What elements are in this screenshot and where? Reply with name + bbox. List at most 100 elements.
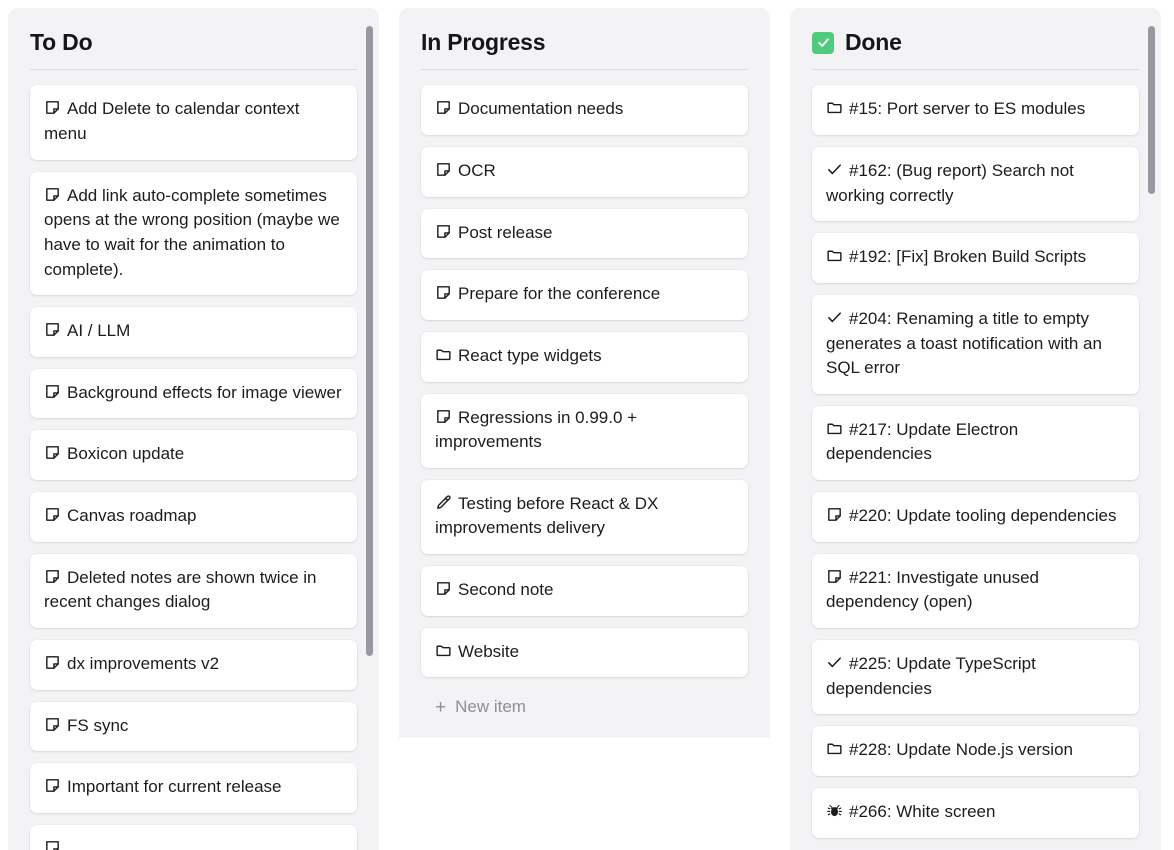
card[interactable]: AI / LLM — [30, 307, 357, 357]
card-title: Boxicon update — [67, 444, 185, 464]
note-icon — [44, 777, 61, 794]
card-title: #228: Update Node.js version — [849, 740, 1073, 760]
card[interactable]: Background effects for image viewer — [30, 368, 357, 419]
card-title: #220: Update tooling dependencies — [849, 506, 1117, 526]
card[interactable]: Documentation needs — [421, 85, 748, 135]
column-todo: To Do Add Delete to calendar context menu… — [8, 8, 379, 850]
note-icon — [435, 408, 452, 425]
card-title: #221: Investigate unused dependency (ope… — [826, 567, 1039, 612]
card-title: Important for current release — [67, 777, 282, 797]
card[interactable]: #15: Port server to ES modules — [812, 85, 1139, 135]
card[interactable]: #228: Update Node.js version — [812, 726, 1139, 776]
card-title: dx improvements v2 — [67, 653, 220, 673]
card-title: Deleted notes are shown twice in recent … — [44, 567, 317, 612]
card-title: #15: Port server to ES modules — [849, 99, 1086, 119]
card-list-todo: Add Delete to calendar context menu Add l… — [8, 70, 379, 850]
card-title: Website — [458, 641, 520, 661]
card[interactable]: React type widgets — [421, 331, 748, 382]
note-icon — [44, 99, 61, 116]
card-title: Add Delete to calendar context menu — [44, 99, 300, 143]
note-icon — [44, 321, 61, 338]
card[interactable]: Second note — [421, 566, 748, 616]
check-icon — [826, 654, 843, 671]
card[interactable]: #162: (Bug report) Search not working co… — [812, 146, 1139, 222]
card-title: Add link auto-complete sometimes opens a… — [44, 185, 340, 279]
card[interactable]: Boxicon update — [30, 430, 357, 481]
folder-icon — [435, 642, 452, 659]
card-title: Regressions in 0.99.0 + improvements — [435, 407, 638, 452]
note-icon — [44, 186, 61, 203]
card-title: #266: White screen — [849, 801, 996, 821]
column-divider — [812, 69, 1139, 71]
folder-icon — [435, 346, 452, 363]
card[interactable]: Canvas roadmap — [30, 492, 357, 542]
card-title: Canvas roadmap — [67, 506, 197, 526]
column-in-progress: In Progress Documentation needs OCR Post re… — [399, 8, 770, 738]
check-icon — [826, 161, 843, 178]
card-title: #162: (Bug report) Search not working co… — [826, 160, 1074, 205]
new-item-button[interactable]: + New item — [421, 689, 748, 727]
card[interactable]: Prepare for the conference — [421, 270, 748, 320]
column-title-row: To Do — [30, 29, 357, 69]
note-icon — [435, 99, 452, 116]
card[interactable]: Testing before React & DX improvements d… — [421, 479, 748, 555]
column-done: Done #15: Port server to ES modules #162: … — [790, 8, 1161, 850]
note-icon — [44, 839, 61, 850]
white-check-mark-emoji — [812, 31, 834, 54]
folder-icon — [826, 247, 843, 264]
card[interactable]: #217: Update Electron dependencies — [812, 405, 1139, 481]
note-icon — [435, 580, 452, 597]
scrollbar-thumb-done[interactable] — [1148, 26, 1155, 194]
column-title: Done — [845, 29, 902, 55]
note-icon — [44, 716, 61, 733]
card[interactable]: #220: Update tooling dependencies — [812, 492, 1139, 542]
card-title: #204: Renaming a title to empty generate… — [826, 308, 1102, 378]
card[interactable]: FS sync — [30, 701, 357, 752]
new-item-label: New item — [455, 697, 526, 717]
column-title-row: In Progress — [421, 29, 748, 69]
card[interactable] — [30, 824, 357, 850]
note-icon — [435, 161, 452, 178]
card[interactable]: Website — [421, 627, 748, 678]
card[interactable]: Add link auto-complete sometimes opens a… — [30, 171, 357, 296]
card[interactable]: Deleted notes are shown twice in recent … — [30, 553, 357, 628]
folder-icon — [826, 99, 843, 116]
note-icon — [435, 223, 452, 240]
card[interactable]: dx improvements v2 — [30, 639, 357, 690]
card-list-in-progress: Documentation needs OCR Post release Prepar… — [399, 70, 770, 727]
note-icon — [44, 568, 61, 585]
card[interactable]: #266: White screen — [812, 787, 1139, 838]
note-icon — [826, 568, 843, 585]
folder-icon — [826, 420, 843, 437]
check-icon — [826, 309, 843, 326]
card-title: React type widgets — [458, 345, 602, 365]
card-title: Prepare for the conference — [458, 284, 661, 304]
card-title: Testing before React & DX improvements d… — [435, 493, 659, 538]
column-divider — [30, 69, 357, 71]
card[interactable]: Post release — [421, 208, 748, 259]
card-title: FS sync — [67, 715, 129, 735]
scrollbar-thumb-todo[interactable] — [366, 26, 373, 656]
column-header-done: Done — [790, 8, 1161, 69]
card-title: #192: [Fix] Broken Build Scripts — [849, 247, 1087, 267]
card[interactable]: #192: [Fix] Broken Build Scripts — [812, 233, 1139, 283]
card[interactable]: Add Delete to calendar context menu — [30, 85, 357, 160]
bug-icon — [826, 802, 843, 819]
card[interactable]: Regressions in 0.99.0 + improvements — [421, 393, 748, 468]
note-icon — [44, 506, 61, 523]
card-title: Background effects for image viewer — [67, 382, 342, 402]
card-list-done: #15: Port server to ES modules #162: (Bug… — [790, 70, 1161, 838]
card[interactable]: #204: Renaming a title to empty generate… — [812, 294, 1139, 394]
pencil-icon — [435, 494, 452, 511]
card[interactable]: Important for current release — [30, 763, 357, 813]
card[interactable]: OCR — [421, 146, 748, 197]
card[interactable]: #221: Investigate unused dependency (ope… — [812, 553, 1139, 628]
card-title: OCR — [458, 160, 496, 180]
note-icon — [44, 444, 61, 461]
column-header-todo: To Do — [8, 8, 379, 69]
card[interactable]: #225: Update TypeScript dependencies — [812, 639, 1139, 715]
plus-icon: + — [435, 696, 447, 718]
card-title: Second note — [458, 580, 554, 600]
column-title-row: Done — [812, 29, 1139, 69]
column-divider — [421, 69, 748, 71]
